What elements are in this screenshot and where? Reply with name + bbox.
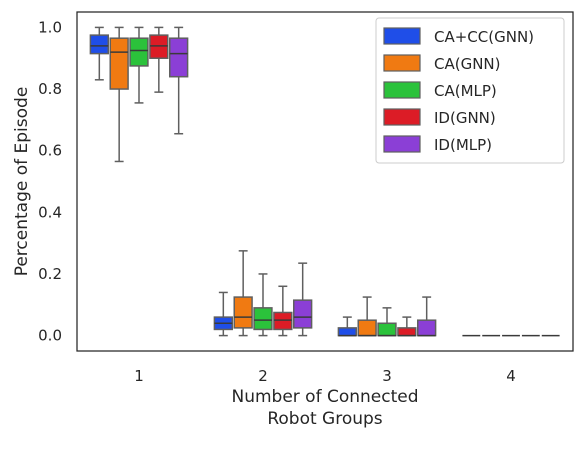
- legend-swatch: [383, 108, 421, 126]
- y-tick-label: 0.8: [38, 80, 62, 98]
- x-tick-label: 4: [506, 367, 516, 385]
- iqr-box: [357, 319, 377, 337]
- iqr-box: [233, 296, 253, 329]
- iqr-box: [89, 34, 109, 55]
- y-tick-label: 0.4: [38, 203, 62, 221]
- box-2-CA+CC(GNN): [213, 291, 233, 337]
- iqr-box: [169, 37, 189, 78]
- box-1-CA+CC(GNN): [89, 26, 109, 81]
- iqr-box: [149, 34, 169, 59]
- box-2-ID(MLP): [293, 262, 313, 337]
- box-3-CA(GNN): [357, 296, 377, 337]
- legend-swatch: [383, 81, 421, 99]
- y-tick-label: 0.0: [38, 327, 62, 345]
- iqr-box: [397, 327, 417, 337]
- x-tick-label: 1: [134, 367, 144, 385]
- box-2-CA(GNN): [233, 250, 253, 337]
- legend-frame: [375, 17, 565, 164]
- ticks-layer: 0.0 0.2 0.4 0.6 0.8 1.0 1 2 3 4: [38, 18, 516, 385]
- box-1-CA(GNN): [109, 26, 129, 163]
- box-3-CA+CC(GNN): [337, 316, 357, 337]
- plot-frame: [76, 11, 574, 352]
- iqr-box: [109, 37, 129, 90]
- legend-swatch: [383, 27, 421, 45]
- box-1-ID(GNN): [149, 26, 169, 93]
- box-3-CA(MLP): [377, 307, 397, 337]
- box-2-ID(GNN): [273, 285, 293, 337]
- x-axis-label-line-2: Robot Groups: [267, 409, 382, 429]
- boxes-layer: [89, 26, 560, 337]
- iqr-box: [253, 307, 273, 331]
- y-tick-label: 0.6: [38, 142, 62, 160]
- iqr-box: [377, 322, 397, 337]
- legend-entry: CA+CC(GNN): [434, 28, 534, 46]
- y-tick-label: 1.0: [38, 18, 62, 36]
- x-tick-label: 3: [382, 367, 392, 385]
- legend-entry: ID(GNN): [434, 109, 496, 127]
- iqr-box: [337, 327, 357, 337]
- legend-swatch: [383, 54, 421, 72]
- legend-entry: ID(MLP): [434, 136, 492, 154]
- box-2-CA(MLP): [253, 273, 273, 337]
- iqr-box: [273, 311, 293, 331]
- box-1-ID(MLP): [169, 26, 189, 135]
- legend-entry: CA(MLP): [434, 82, 497, 100]
- x-axis-label-line-1: Number of Connected: [231, 387, 418, 407]
- box-1-CA(MLP): [129, 26, 149, 104]
- box-3-ID(GNN): [397, 316, 417, 337]
- y-tick-label: 0.2: [38, 265, 62, 283]
- iqr-box: [129, 37, 149, 67]
- y-axis-label: Percentage of Episode: [12, 87, 32, 277]
- legend-entry: CA(GNN): [434, 55, 501, 73]
- iqr-box: [417, 319, 437, 337]
- legend-swatch: [383, 135, 421, 153]
- legend: CA+CC(GNN) CA(GNN) CA(MLP) ID(GNN) ID(MLP): [375, 17, 565, 164]
- iqr-box: [293, 299, 313, 329]
- x-tick-label: 2: [258, 367, 268, 385]
- box-3-ID(MLP): [417, 296, 437, 337]
